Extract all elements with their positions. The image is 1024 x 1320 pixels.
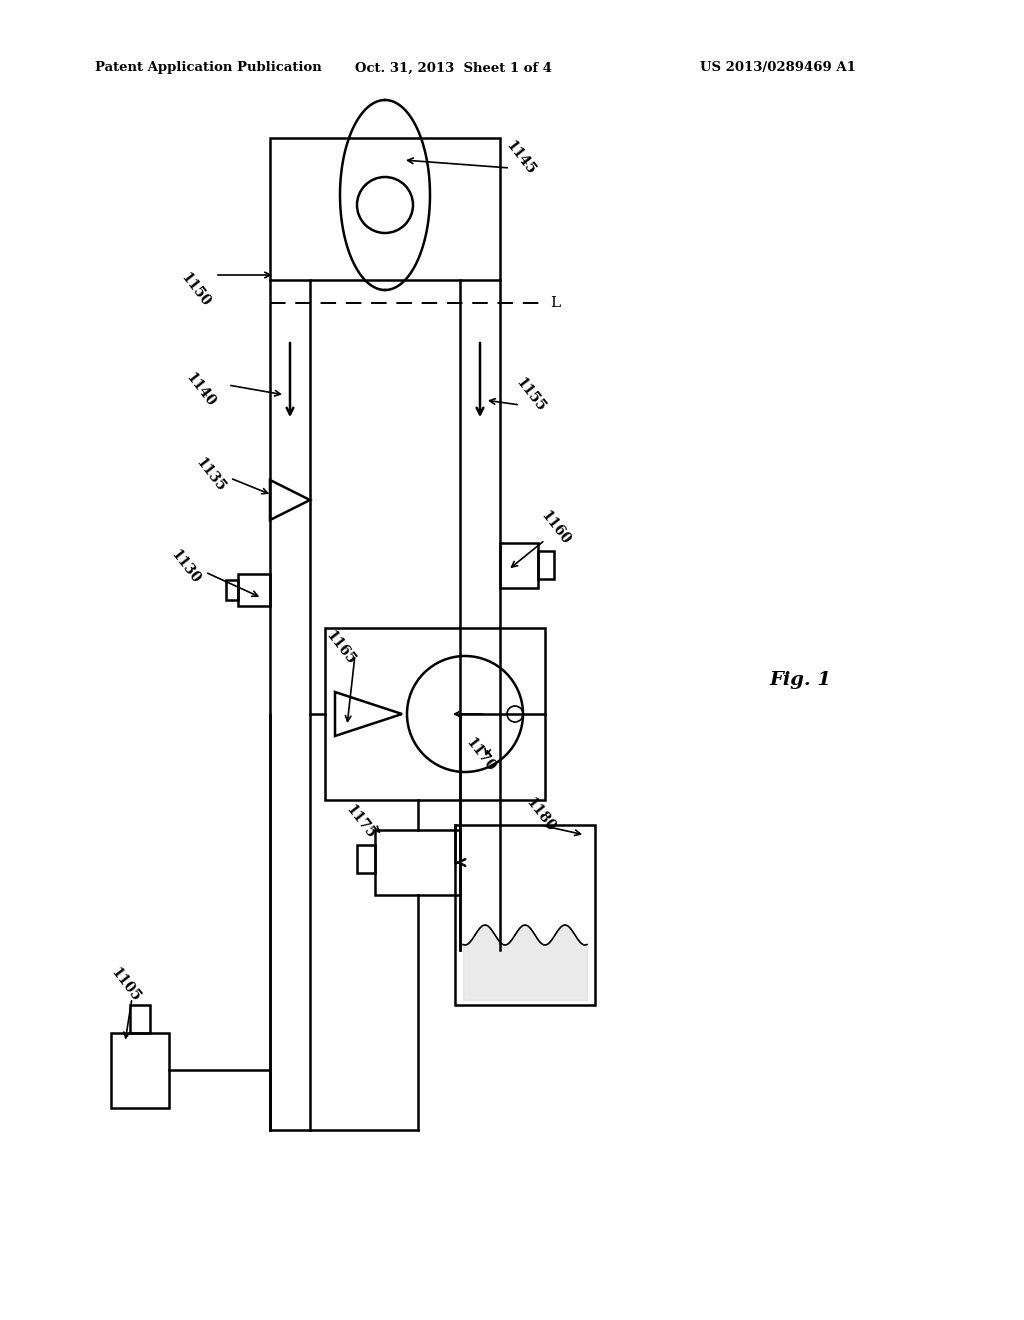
Text: 1105: 1105 xyxy=(108,965,142,1005)
Text: 1140: 1140 xyxy=(182,371,217,409)
Bar xyxy=(375,830,460,895)
Text: Fig. 1: Fig. 1 xyxy=(769,671,831,689)
Text: 1165: 1165 xyxy=(323,628,357,668)
Text: 1155: 1155 xyxy=(513,375,548,414)
Bar xyxy=(238,574,270,606)
Text: Patent Application Publication: Patent Application Publication xyxy=(95,62,322,74)
Bar xyxy=(500,543,538,587)
Text: 1170: 1170 xyxy=(463,735,498,775)
Bar xyxy=(130,1005,150,1032)
Text: US 2013/0289469 A1: US 2013/0289469 A1 xyxy=(700,62,856,74)
Bar xyxy=(538,550,554,579)
Bar xyxy=(357,845,375,873)
Text: Oct. 31, 2013  Sheet 1 of 4: Oct. 31, 2013 Sheet 1 of 4 xyxy=(355,62,552,74)
Bar xyxy=(325,628,545,800)
Text: 1135: 1135 xyxy=(193,455,227,495)
Bar xyxy=(111,1032,169,1107)
Text: L: L xyxy=(550,296,560,310)
Bar xyxy=(455,825,595,1005)
Text: 1160: 1160 xyxy=(538,508,572,548)
Text: 1180: 1180 xyxy=(522,796,557,834)
Bar xyxy=(270,139,500,280)
Text: 1145: 1145 xyxy=(503,139,538,178)
Text: 1130: 1130 xyxy=(168,548,203,586)
Text: 1175: 1175 xyxy=(343,803,378,842)
Bar xyxy=(226,579,238,601)
Text: 1150: 1150 xyxy=(177,271,212,310)
